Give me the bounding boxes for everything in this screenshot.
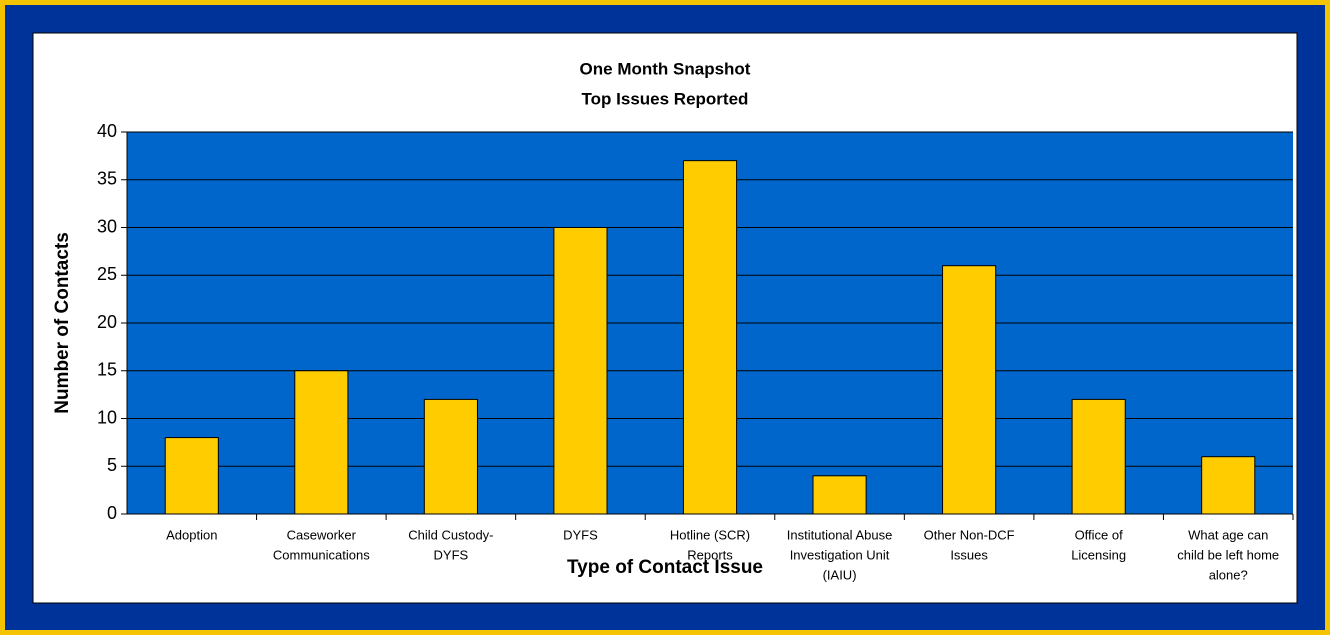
y-tick-label: 15 <box>97 360 117 380</box>
x-tick-label: Other Non-DCF <box>924 527 1015 542</box>
bar <box>164 437 219 515</box>
x-tick-label: Child Custody- <box>408 527 493 542</box>
x-tick-label: Licensing <box>1071 547 1126 562</box>
x-tick-label: DYFS <box>563 527 598 542</box>
x-tick-label: Office of <box>1075 527 1124 542</box>
y-tick-label: 40 <box>97 121 117 141</box>
x-tick-label: Investigation Unit <box>790 547 890 562</box>
chart-subtitle: Top Issues Reported <box>582 89 749 108</box>
bar <box>553 227 608 515</box>
y-tick-label: 5 <box>107 455 117 475</box>
x-tick-label: Adoption <box>166 527 217 542</box>
chart-title: One Month Snapshot <box>580 59 751 78</box>
y-tick-label: 35 <box>97 169 117 189</box>
bar <box>1201 456 1256 515</box>
bar <box>294 370 349 515</box>
y-tick-label: 25 <box>97 264 117 284</box>
bar <box>942 265 997 515</box>
x-tick-label: Institutional Abuse <box>787 527 893 542</box>
bar <box>423 398 478 515</box>
x-tick-label: DYFS <box>434 547 469 562</box>
x-tick-label: Issues <box>950 547 988 562</box>
x-tick-label: Communications <box>273 547 370 562</box>
y-tick-label: 0 <box>107 503 117 523</box>
x-tick-label: Reports <box>687 547 733 562</box>
bar <box>1071 398 1126 515</box>
x-tick-label: Hotline (SCR) <box>670 527 750 542</box>
x-tick-label: alone? <box>1209 567 1248 582</box>
y-tick-label: 10 <box>97 407 117 427</box>
x-tick-label: What age can <box>1188 527 1268 542</box>
x-axis-title: Type of Contact Issue <box>567 557 763 578</box>
x-tick-label: (IAIU) <box>823 567 857 582</box>
bar <box>682 160 738 515</box>
y-tick-label: 30 <box>97 216 117 236</box>
x-tick-label: child be left home <box>1177 547 1279 562</box>
y-axis-title: Number of Contacts <box>52 232 73 414</box>
bar <box>812 475 867 515</box>
x-tick-label: Caseworker <box>287 527 357 542</box>
y-tick-label: 20 <box>97 312 117 332</box>
